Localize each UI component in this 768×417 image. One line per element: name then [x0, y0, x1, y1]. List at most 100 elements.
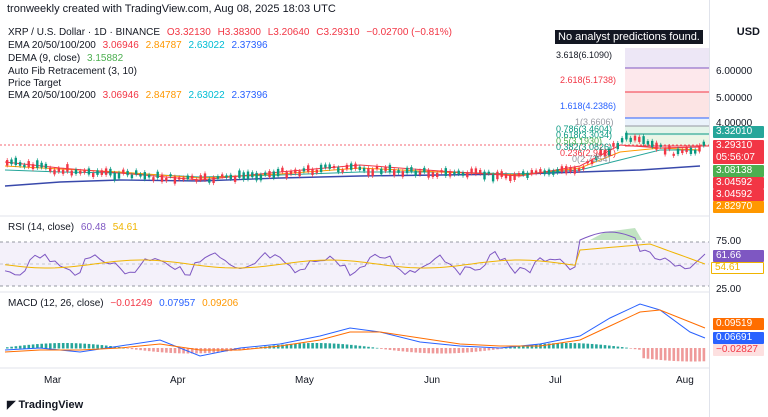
macd-hist-bar	[685, 348, 688, 362]
macd-tag: 0.06691	[713, 332, 764, 344]
macd-hist-bar	[169, 348, 172, 353]
rsi-tag: 61.66	[713, 250, 764, 262]
candle-body	[638, 136, 641, 142]
current-price-value: 3.29310	[716, 140, 753, 151]
symbol-legend[interactable]: XRP / U.S. Dollar · 1D · BINANCE O3.3213…	[8, 27, 456, 39]
macd-hist-bar	[577, 343, 581, 349]
candle-body	[530, 170, 533, 175]
price-tag-2-82970: 2.82970	[713, 201, 764, 213]
candle-body	[625, 132, 628, 140]
candle-body	[444, 168, 447, 176]
macd-hist-bar	[203, 348, 207, 354]
ema50-value: 2.84787	[145, 40, 182, 51]
candle-body	[216, 176, 220, 179]
ema2-legend[interactable]: EMA 20/50/100/200 3.06946 2.84787 2.6302…	[8, 90, 272, 102]
macd-hist-bar	[681, 348, 684, 362]
candle-body	[139, 174, 142, 177]
candle-body	[526, 172, 529, 178]
candle-body	[341, 169, 344, 173]
macd-hist-bar	[461, 348, 465, 353]
time-label-apr: Apr	[170, 375, 186, 386]
macd-hist-bar	[526, 345, 529, 349]
candle-body	[431, 172, 435, 177]
candle-body	[315, 169, 318, 173]
macd-hist-bar	[195, 348, 198, 354]
macd-hist-bar	[341, 344, 344, 349]
dema-value: 3.15882	[87, 53, 124, 64]
candle-body	[547, 169, 551, 175]
price-target-legend[interactable]: Price Target	[8, 78, 65, 90]
fib-label-2618: 2.618(5.1738)	[560, 75, 617, 85]
macd-hist-bar	[92, 344, 95, 349]
macd-hist-bar	[126, 348, 129, 349]
macd-legend[interactable]: MACD (12, 26, close) −0.01249 0.07957 0.…	[8, 298, 242, 310]
candle-body	[612, 142, 615, 147]
candle-body	[14, 157, 17, 166]
candle-body	[620, 138, 624, 143]
macd-hist-bar	[100, 345, 104, 349]
rsi-ma-line	[4, 243, 706, 269]
candle-body	[53, 169, 56, 175]
macd-hist-bar	[298, 343, 301, 349]
macd-hist-bar	[384, 348, 387, 350]
high-value: H3.38300	[217, 27, 261, 38]
candle-body	[573, 167, 576, 174]
macd-hist-bar	[663, 348, 667, 361]
macd-hist-bar	[612, 346, 615, 349]
macd-hist-bar	[440, 348, 443, 354]
dema-legend[interactable]: DEMA (9, close) 3.15882	[8, 53, 127, 65]
macd-hist-bar	[491, 348, 495, 350]
candle-body	[337, 167, 340, 173]
macd-hist-bar	[375, 347, 379, 349]
macd-hist-bar	[380, 348, 383, 349]
candle-body	[61, 169, 65, 174]
tradingview-logo[interactable]: ◤ TradingView	[7, 398, 83, 411]
candle-body	[427, 170, 430, 178]
candle-body	[23, 164, 26, 168]
candle-body	[169, 174, 172, 177]
time-label-aug: Aug	[676, 375, 694, 386]
candle-body	[40, 162, 43, 168]
macd-hist-bar	[694, 348, 697, 362]
macd-hist-bar	[139, 348, 142, 351]
candle-body	[543, 170, 546, 175]
rsi-label: RSI (14, close)	[8, 222, 75, 233]
macd-hist-bar	[676, 348, 680, 362]
price-axis[interactable]	[709, 0, 768, 417]
rsi-legend[interactable]: RSI (14, close) 60.48 54.61	[8, 222, 142, 234]
candle-body	[436, 172, 439, 178]
macd-hist-bar	[61, 343, 65, 349]
macd-hist-bar	[74, 343, 78, 349]
macd-hist-bar	[178, 348, 181, 354]
candle-body	[453, 171, 456, 175]
currency-label[interactable]: USD	[736, 26, 760, 38]
macd-hist-bar	[646, 348, 650, 359]
macd-hist-bar	[702, 348, 706, 362]
price-target-label: Price Target	[8, 78, 62, 89]
candle-body	[603, 150, 607, 157]
candle-body	[87, 168, 91, 175]
macd-hist-bar	[565, 343, 568, 349]
macd-hist-bar	[328, 343, 332, 349]
macd-hist-bar	[689, 348, 693, 362]
current-price-tag: 3.29310 05:56:07	[713, 140, 764, 164]
candle-body	[135, 170, 138, 175]
candle-body	[212, 177, 215, 184]
macd-hist-bar	[487, 348, 491, 351]
candle-body	[410, 167, 413, 172]
candle-body	[272, 171, 275, 179]
candle-body	[560, 166, 564, 172]
ema-legend[interactable]: EMA 20/50/100/200 3.06946 2.84787 2.6302…	[8, 40, 272, 52]
candle-body	[221, 174, 224, 177]
macd-hist-tag: −0.02827	[713, 344, 764, 356]
macd-hist-bar	[18, 345, 22, 349]
fib-label-05: 0.5(3.1930)	[556, 136, 603, 146]
candle-body	[83, 170, 86, 173]
candle-body	[122, 169, 125, 174]
candle-body	[328, 164, 331, 169]
chart-canvas[interactable]	[0, 0, 710, 417]
macd-hist-bar	[595, 344, 598, 349]
macd-hist-bar	[354, 345, 357, 349]
macd-hist-bar	[83, 343, 86, 349]
fib-legend[interactable]: Auto Fib Retracement (3, 10)	[8, 66, 141, 78]
